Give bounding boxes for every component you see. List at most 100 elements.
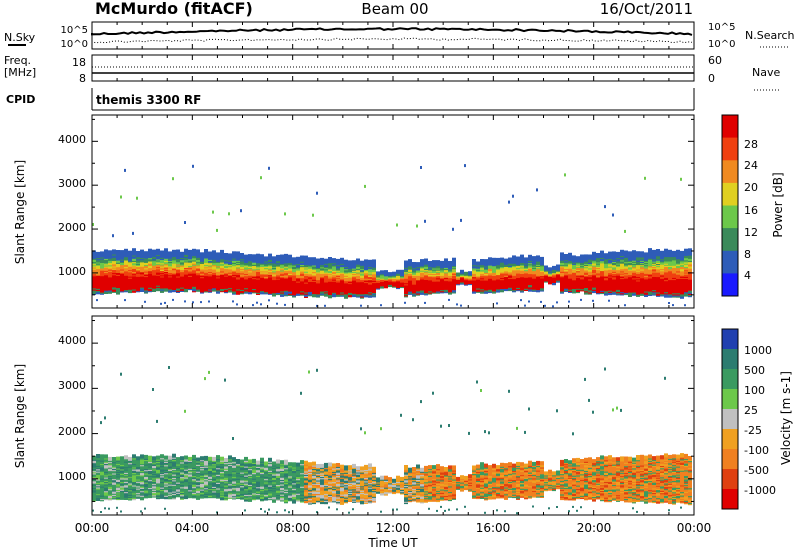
power-cell [416, 225, 418, 228]
power-cell [368, 260, 372, 264]
power-cell [288, 255, 292, 259]
power-cell [512, 255, 516, 259]
velocity-cell [104, 507, 106, 509]
power-cell [420, 166, 422, 169]
cpid-value: themis 3300 RF [96, 93, 201, 107]
power-cell [284, 304, 286, 306]
power-cell [492, 258, 496, 262]
power-cell [404, 261, 408, 265]
power-colorbar-segment [722, 160, 738, 183]
power-cell [200, 301, 202, 303]
power-cell [592, 300, 594, 302]
power-cell [632, 250, 636, 254]
power-cell [268, 299, 270, 301]
power-cell [448, 299, 450, 301]
power-cell [604, 253, 608, 257]
power-cell [556, 265, 560, 269]
power-cell [500, 258, 504, 262]
power-cell [624, 304, 626, 306]
power-cell [328, 257, 332, 261]
power-cell [360, 305, 362, 307]
power-colorbar-segment [722, 115, 738, 138]
power-cell [608, 300, 610, 302]
power-cell [488, 257, 492, 261]
power-cell [520, 255, 524, 259]
power-cell [644, 177, 646, 180]
power-colorbar-ticks: 4 8 12 16 20 24 28 [744, 138, 758, 282]
power-cell [380, 270, 384, 274]
power-cell [460, 219, 462, 222]
power-cell [512, 195, 514, 198]
power-cell [160, 251, 164, 255]
power-colorbar-segment [722, 138, 738, 161]
power-cell [528, 301, 530, 303]
power-cell [452, 258, 456, 262]
power-cell [676, 250, 680, 254]
power-cell [564, 254, 568, 258]
power-cell [348, 260, 352, 264]
power-cell [552, 305, 554, 307]
power-cell [304, 256, 308, 260]
power-cell [396, 224, 398, 227]
power-cell [176, 250, 180, 254]
velocity-cell [104, 416, 106, 419]
power-cell [508, 201, 510, 204]
power-cell [364, 259, 368, 263]
noise-tick-left-high: 10^5 [61, 25, 88, 36]
velocity-cell [100, 511, 102, 513]
power-cell [256, 302, 258, 304]
power-cbar-tick-12: 12 [744, 226, 758, 239]
power-cell [664, 249, 668, 253]
power-cell [136, 197, 138, 200]
freq-tick-low: 8 [79, 72, 86, 85]
power-cell [116, 250, 120, 254]
power-cell [652, 250, 656, 254]
power-cell [544, 305, 546, 307]
power-cell [96, 299, 98, 301]
power-cell [336, 259, 340, 263]
power-cell [192, 165, 194, 168]
power-heatmap [92, 164, 692, 307]
power-cell [100, 251, 104, 255]
power-cell [192, 249, 196, 253]
power-cell [404, 302, 406, 304]
station-title: McMurdo (fitACF) [95, 0, 253, 18]
noise-tick-right-high: 10^5 [708, 22, 735, 33]
power-colorbar-segment [722, 228, 738, 251]
power-cell [648, 248, 652, 252]
power-cell [668, 302, 670, 304]
power-cell [132, 232, 134, 235]
power-cell [172, 299, 174, 301]
noise-tick-left-low: 10^0 [61, 39, 88, 50]
power-cell [224, 253, 228, 257]
power-cell [248, 254, 252, 258]
velocity-cell [100, 454, 104, 458]
power-cell [572, 255, 576, 259]
power-cell [472, 259, 476, 263]
power-cell [208, 252, 212, 256]
power-colorbar [722, 115, 738, 297]
power-cell [232, 300, 234, 302]
power-cell [516, 257, 520, 261]
power-cell [284, 254, 288, 258]
power-cell [188, 250, 192, 254]
power-cell [672, 304, 674, 306]
velocity-cell [108, 457, 112, 461]
power-cell [480, 259, 484, 263]
power-cell [612, 214, 614, 217]
power-ytick-3000: 3000 [58, 177, 86, 190]
power-cell [108, 250, 112, 254]
power-cell [124, 299, 126, 301]
power-cbar-tick-16: 16 [744, 204, 758, 217]
power-cell [684, 249, 688, 253]
power-cell [280, 255, 284, 259]
power-cell [524, 305, 526, 307]
velocity-heatmap [92, 366, 692, 514]
power-ytick-1000: 1000 [58, 265, 86, 278]
power-cell [436, 260, 440, 264]
power-cell [532, 256, 536, 260]
power-ytick-2000: 2000 [58, 221, 86, 234]
power-cell [112, 234, 114, 237]
power-cell [160, 303, 162, 305]
power-cell [236, 303, 238, 305]
